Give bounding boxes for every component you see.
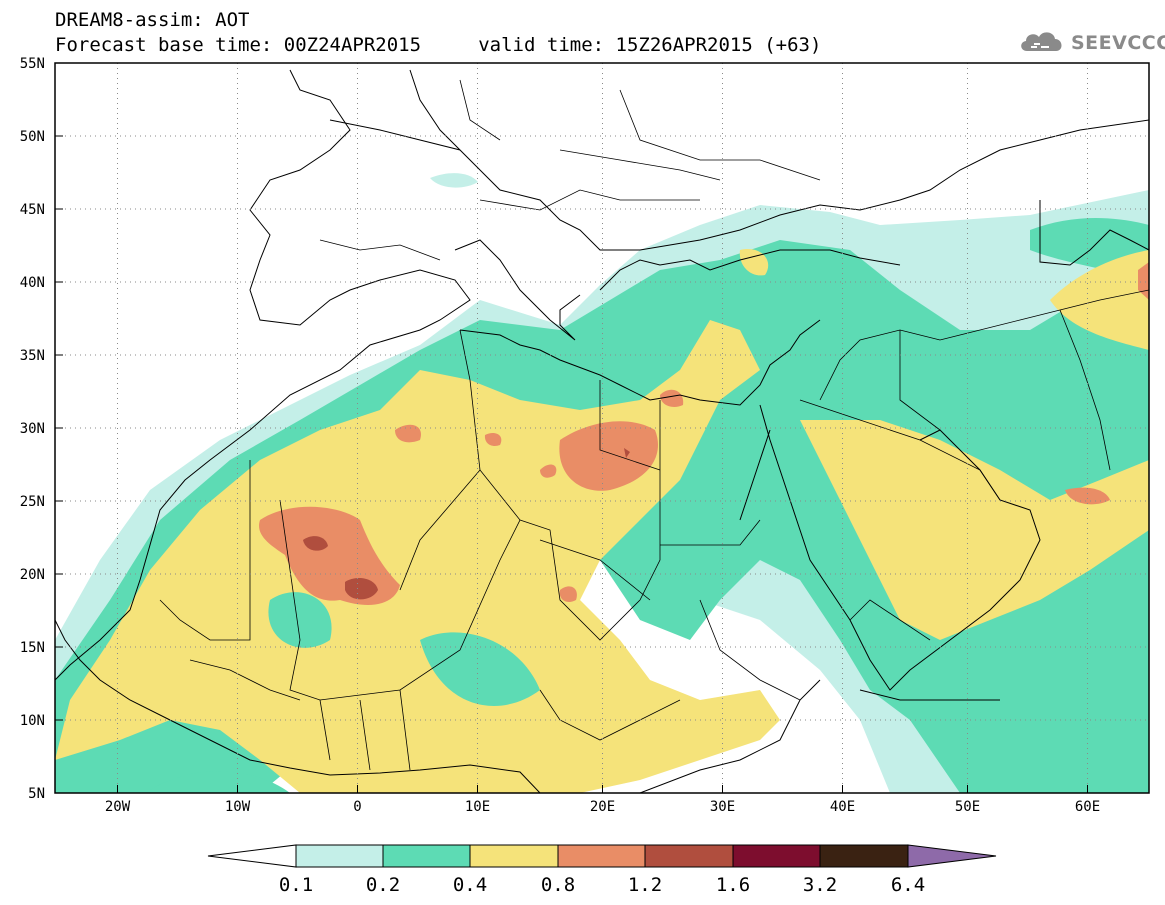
colorbar-swatch bbox=[469, 844, 559, 868]
country-borders bbox=[159, 79, 1149, 771]
colorbar-label: 1.6 bbox=[716, 874, 750, 896]
colorbar-label: 0.2 bbox=[366, 874, 400, 896]
lat-label: 30N bbox=[20, 421, 45, 437]
lon-label: 40E bbox=[830, 799, 855, 815]
longitude-labels: 20W 10W 0 10E 20E 30E 40E 50E 60E bbox=[105, 799, 1100, 815]
lat-label: 15N bbox=[20, 640, 45, 656]
colorbar-label: 0.4 bbox=[453, 874, 487, 896]
gridlines bbox=[55, 63, 1149, 793]
colorbar-label: 1.2 bbox=[628, 874, 662, 896]
colorbar-label: 6.4 bbox=[891, 874, 925, 896]
colorbar-low-arrow bbox=[207, 844, 297, 868]
lon-label: 30E bbox=[710, 799, 735, 815]
colorbar-swatch bbox=[644, 844, 734, 868]
lon-label: 10W bbox=[225, 799, 251, 815]
lon-label: 50E bbox=[955, 799, 980, 815]
lat-label: 55N bbox=[20, 56, 45, 72]
cloud-icon bbox=[1017, 27, 1067, 59]
lat-label: 25N bbox=[20, 494, 45, 510]
lat-label: 35N bbox=[20, 348, 45, 364]
colorbar-swatch bbox=[732, 844, 821, 868]
coastlines bbox=[55, 69, 1149, 793]
lat-label: 5N bbox=[28, 786, 45, 802]
colorbar-label: 0.8 bbox=[541, 874, 575, 896]
lat-label: 20N bbox=[20, 567, 45, 583]
lat-label: 40N bbox=[20, 275, 45, 291]
logo-text: SEEVCCC bbox=[1071, 32, 1165, 54]
lon-label: 0 bbox=[353, 799, 361, 815]
colorbar-swatch bbox=[295, 844, 384, 868]
lat-label: 10N bbox=[20, 713, 45, 729]
colorbar-label: 0.1 bbox=[279, 874, 313, 896]
lon-label: 20E bbox=[590, 799, 615, 815]
map-title: DREAM8-assim: AOT bbox=[55, 9, 250, 31]
colorbar-swatch bbox=[382, 844, 471, 868]
axis-ticks bbox=[55, 135, 1088, 793]
lat-label: 45N bbox=[20, 202, 45, 218]
colorbar-high-arrow bbox=[907, 844, 997, 868]
colorbar-swatch bbox=[819, 844, 909, 868]
colorbar bbox=[207, 844, 997, 868]
aot-contour-1.2 bbox=[303, 536, 328, 551]
latitude-labels: 55N 50N 45N 40N 35N 30N 25N 20N 15N 10N … bbox=[20, 56, 45, 802]
lon-label: 60E bbox=[1075, 799, 1100, 815]
lon-label: 10E bbox=[465, 799, 490, 815]
colorbar-swatch bbox=[557, 844, 646, 868]
colorbar-labels: 0.1 0.2 0.4 0.8 1.2 1.6 3.2 6.4 bbox=[279, 874, 925, 896]
aot-field bbox=[55, 63, 1149, 793]
seevccc-logo: SEEVCCC bbox=[1017, 27, 1165, 59]
lat-label: 50N bbox=[20, 129, 45, 145]
forecast-time-line: Forecast base time: 00Z24APR2015 valid t… bbox=[55, 34, 822, 56]
colorbar-label: 3.2 bbox=[803, 874, 837, 896]
lon-label: 20W bbox=[105, 799, 131, 815]
